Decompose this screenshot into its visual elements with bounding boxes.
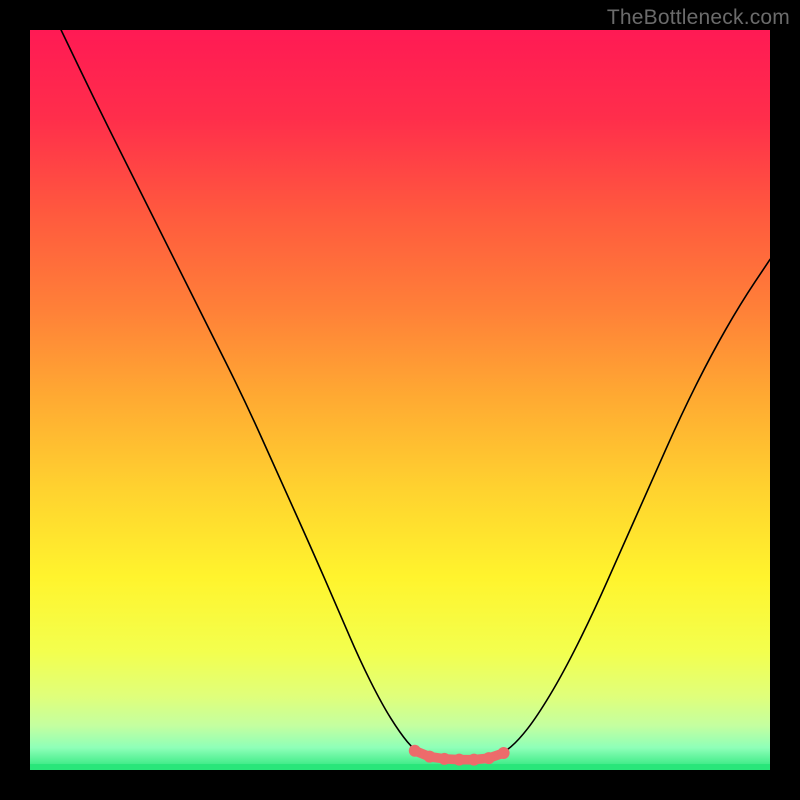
optimal-marker xyxy=(498,747,510,759)
optimal-marker xyxy=(409,745,421,757)
optimal-marker xyxy=(453,754,465,766)
optimal-marker xyxy=(424,751,436,763)
watermark-text: TheBottleneck.com xyxy=(607,6,790,30)
optimal-marker xyxy=(468,754,480,766)
optimal-band xyxy=(30,764,770,770)
optimal-marker xyxy=(438,753,450,765)
optimal-marker xyxy=(483,752,495,764)
bottleneck-chart xyxy=(0,0,800,800)
plot-gradient xyxy=(30,30,770,770)
